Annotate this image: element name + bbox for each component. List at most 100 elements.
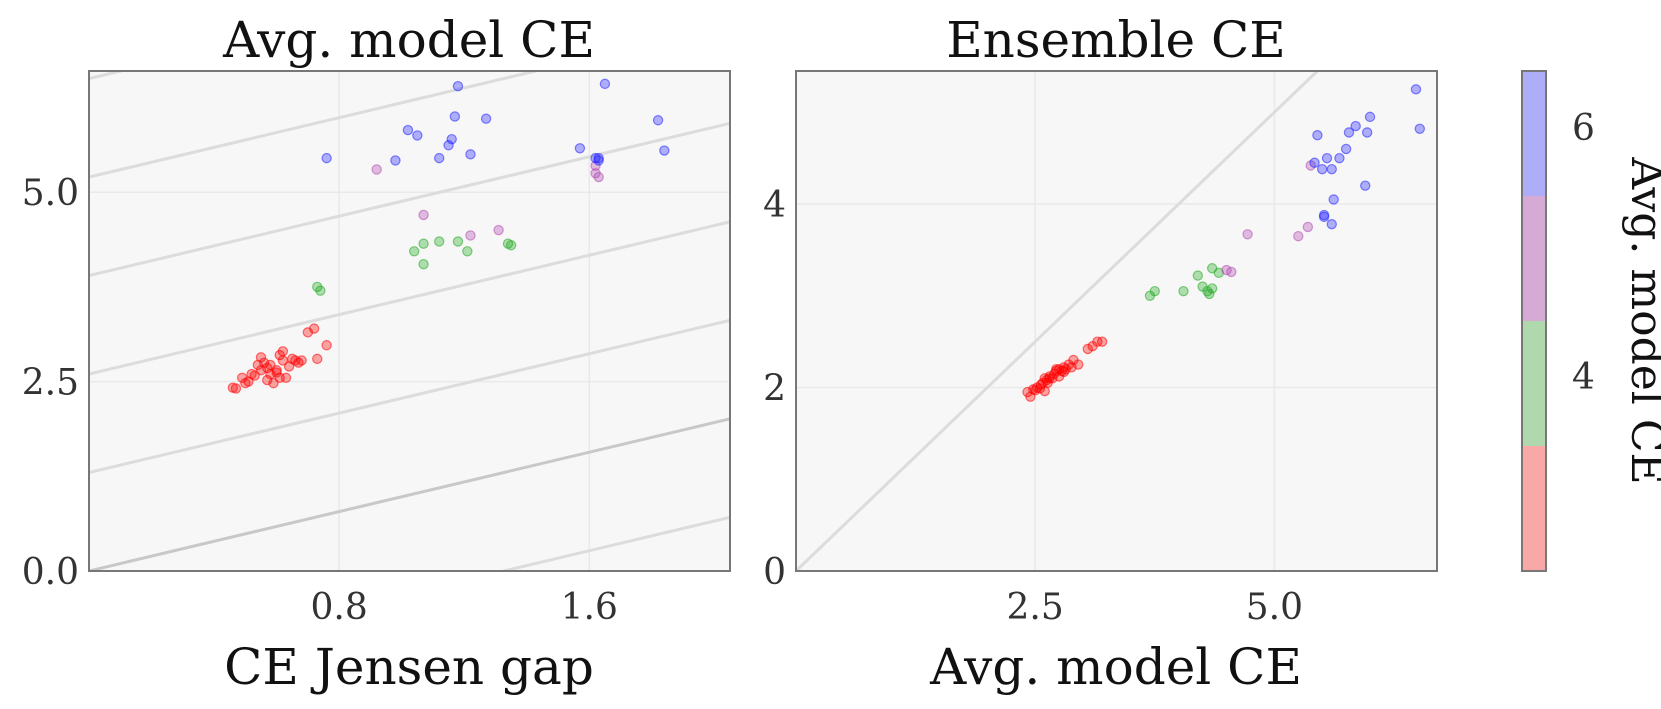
contour-line: [497, 515, 730, 571]
x-tick-label: 2.5: [1007, 587, 1064, 628]
colorbar-segments: [1522, 71, 1546, 571]
scatter-point-blue: [1364, 111, 1376, 123]
scatter-point-red: [258, 357, 270, 368]
scatter-point-red: [308, 323, 320, 334]
scatter-point-red: [312, 353, 323, 365]
scatter-point-red: [280, 372, 292, 384]
panel2-x-ticks: 2.5 5.0: [1007, 587, 1303, 628]
panel1-plot-area: [89, 71, 730, 571]
scatter-point-red: [1096, 336, 1108, 347]
panel-ensemble-ce: 2.5 5.0 0 2 4 Ensemble CE Avg. model CE: [763, 11, 1438, 696]
scatter-point-blue: [1334, 152, 1345, 164]
scatter-point-blue: [1360, 180, 1371, 191]
panel2-identity-line: [796, 71, 1320, 571]
scatter-point-blue: [1328, 194, 1339, 205]
scatter-point-green: [1192, 270, 1204, 281]
scatter-point-blue: [652, 115, 664, 126]
colorbar-frame: [1521, 70, 1547, 572]
panel1-points: [227, 78, 670, 394]
scatter-point-blue: [593, 155, 604, 166]
scatter-point-green: [452, 236, 464, 247]
scatter-point-red: [277, 346, 289, 357]
scatter-point-blue: [1361, 127, 1373, 138]
scatter-point-blue: [321, 152, 332, 164]
scatter-point-red: [271, 365, 282, 376]
panel1-title: Avg. model CE: [222, 11, 595, 69]
colorbar-tick-4: 4: [1572, 357, 1595, 398]
panel1-x-ticks: 0.8 1.6: [311, 587, 618, 628]
colorbar-segment: [1522, 71, 1546, 196]
scatter-point-blue: [1410, 84, 1422, 95]
scatter-point-blue: [1326, 163, 1337, 175]
scatter-point-green: [1204, 288, 1215, 300]
scatter-point-green: [418, 238, 429, 249]
scatter-point-red: [230, 383, 242, 394]
scatter-point-purple: [1226, 266, 1237, 278]
scatter-point-green: [1178, 285, 1189, 297]
panel1-y-ticks: 0.0 2.5 5.0: [22, 173, 79, 593]
scatter-point-blue: [446, 133, 457, 145]
contour-line: [89, 318, 730, 474]
scatter-point-green: [502, 238, 514, 249]
scatter-point-green: [1206, 283, 1218, 294]
contour-line: [89, 220, 730, 376]
scatter-point-purple: [371, 164, 382, 175]
panel1-x-label: CE Jensen gap: [224, 638, 594, 696]
scatter-point-green: [1149, 285, 1160, 297]
colorbar-tick-6: 6: [1572, 108, 1595, 149]
scatter-point-blue: [1321, 152, 1333, 164]
scatter-point-blue: [480, 113, 492, 124]
y-tick-label: 0.0: [22, 552, 79, 593]
panel1-frame: [88, 70, 731, 572]
y-tick-label: 0: [763, 552, 786, 593]
x-tick-label: 1.6: [561, 587, 618, 628]
scatter-point-red: [290, 355, 301, 366]
scatter-point-red: [1066, 362, 1077, 373]
x-tick-label: 0.8: [311, 587, 368, 628]
colorbar-segment: [1522, 321, 1546, 446]
scatter-point-red: [321, 340, 332, 351]
scatter-point-blue: [452, 80, 464, 92]
panel-avg-model-ce: 0.8 1.6 0.0 2.5 5.0 Avg. model CE CE Jensen…: [22, 11, 731, 696]
identity-line: [796, 71, 1320, 571]
scatter-point-purple: [593, 171, 604, 183]
scatter-point-blue: [412, 130, 423, 141]
panel2-title: Ensemble CE: [946, 11, 1286, 69]
panel2-frame: [795, 70, 1438, 572]
scatter-point-blue: [449, 111, 461, 122]
y-tick-label: 5.0: [22, 173, 79, 214]
y-tick-label: 4: [763, 185, 786, 226]
contour-line-dark: [89, 417, 730, 571]
scatter-point-green: [408, 246, 420, 257]
panel2-x-label: Avg. model CE: [929, 638, 1302, 696]
scatter-point-blue: [599, 78, 611, 90]
scatter-point-green: [315, 285, 326, 296]
scatter-point-blue: [1312, 130, 1323, 141]
scatter-point-blue: [402, 124, 414, 136]
scatter-point-purple: [493, 224, 504, 236]
contour-line: [89, 121, 730, 278]
scatter-point-purple: [1302, 221, 1314, 233]
contour-line: [89, 71, 543, 179]
scatter-point-purple: [1242, 229, 1253, 240]
colorbar-label: Avg. model CE: [1621, 156, 1661, 484]
scatter-point-blue: [434, 152, 445, 164]
colorbar: 6 4 Avg. model CE: [1521, 70, 1661, 572]
colorbar-segment: [1522, 196, 1546, 321]
panel2-plot-area: [796, 71, 1437, 571]
scatter-point-blue: [1326, 219, 1337, 230]
y-tick-label: 2: [763, 369, 786, 410]
panel1-contour-lines: [89, 71, 730, 571]
scatter-point-red: [255, 352, 267, 363]
scatter-point-purple: [418, 209, 429, 221]
scatter-point-red: [1051, 363, 1062, 375]
scatter-point-green: [1213, 267, 1225, 279]
scatter-point-purple: [1293, 230, 1304, 242]
scatter-point-green: [418, 258, 429, 270]
y-tick-label: 2.5: [22, 363, 79, 404]
scatter-point-blue: [390, 155, 401, 166]
panel2-y-ticks: 0 2 4: [763, 185, 786, 593]
scatter-point-purple: [465, 230, 476, 241]
scatter-point-blue: [443, 140, 454, 151]
